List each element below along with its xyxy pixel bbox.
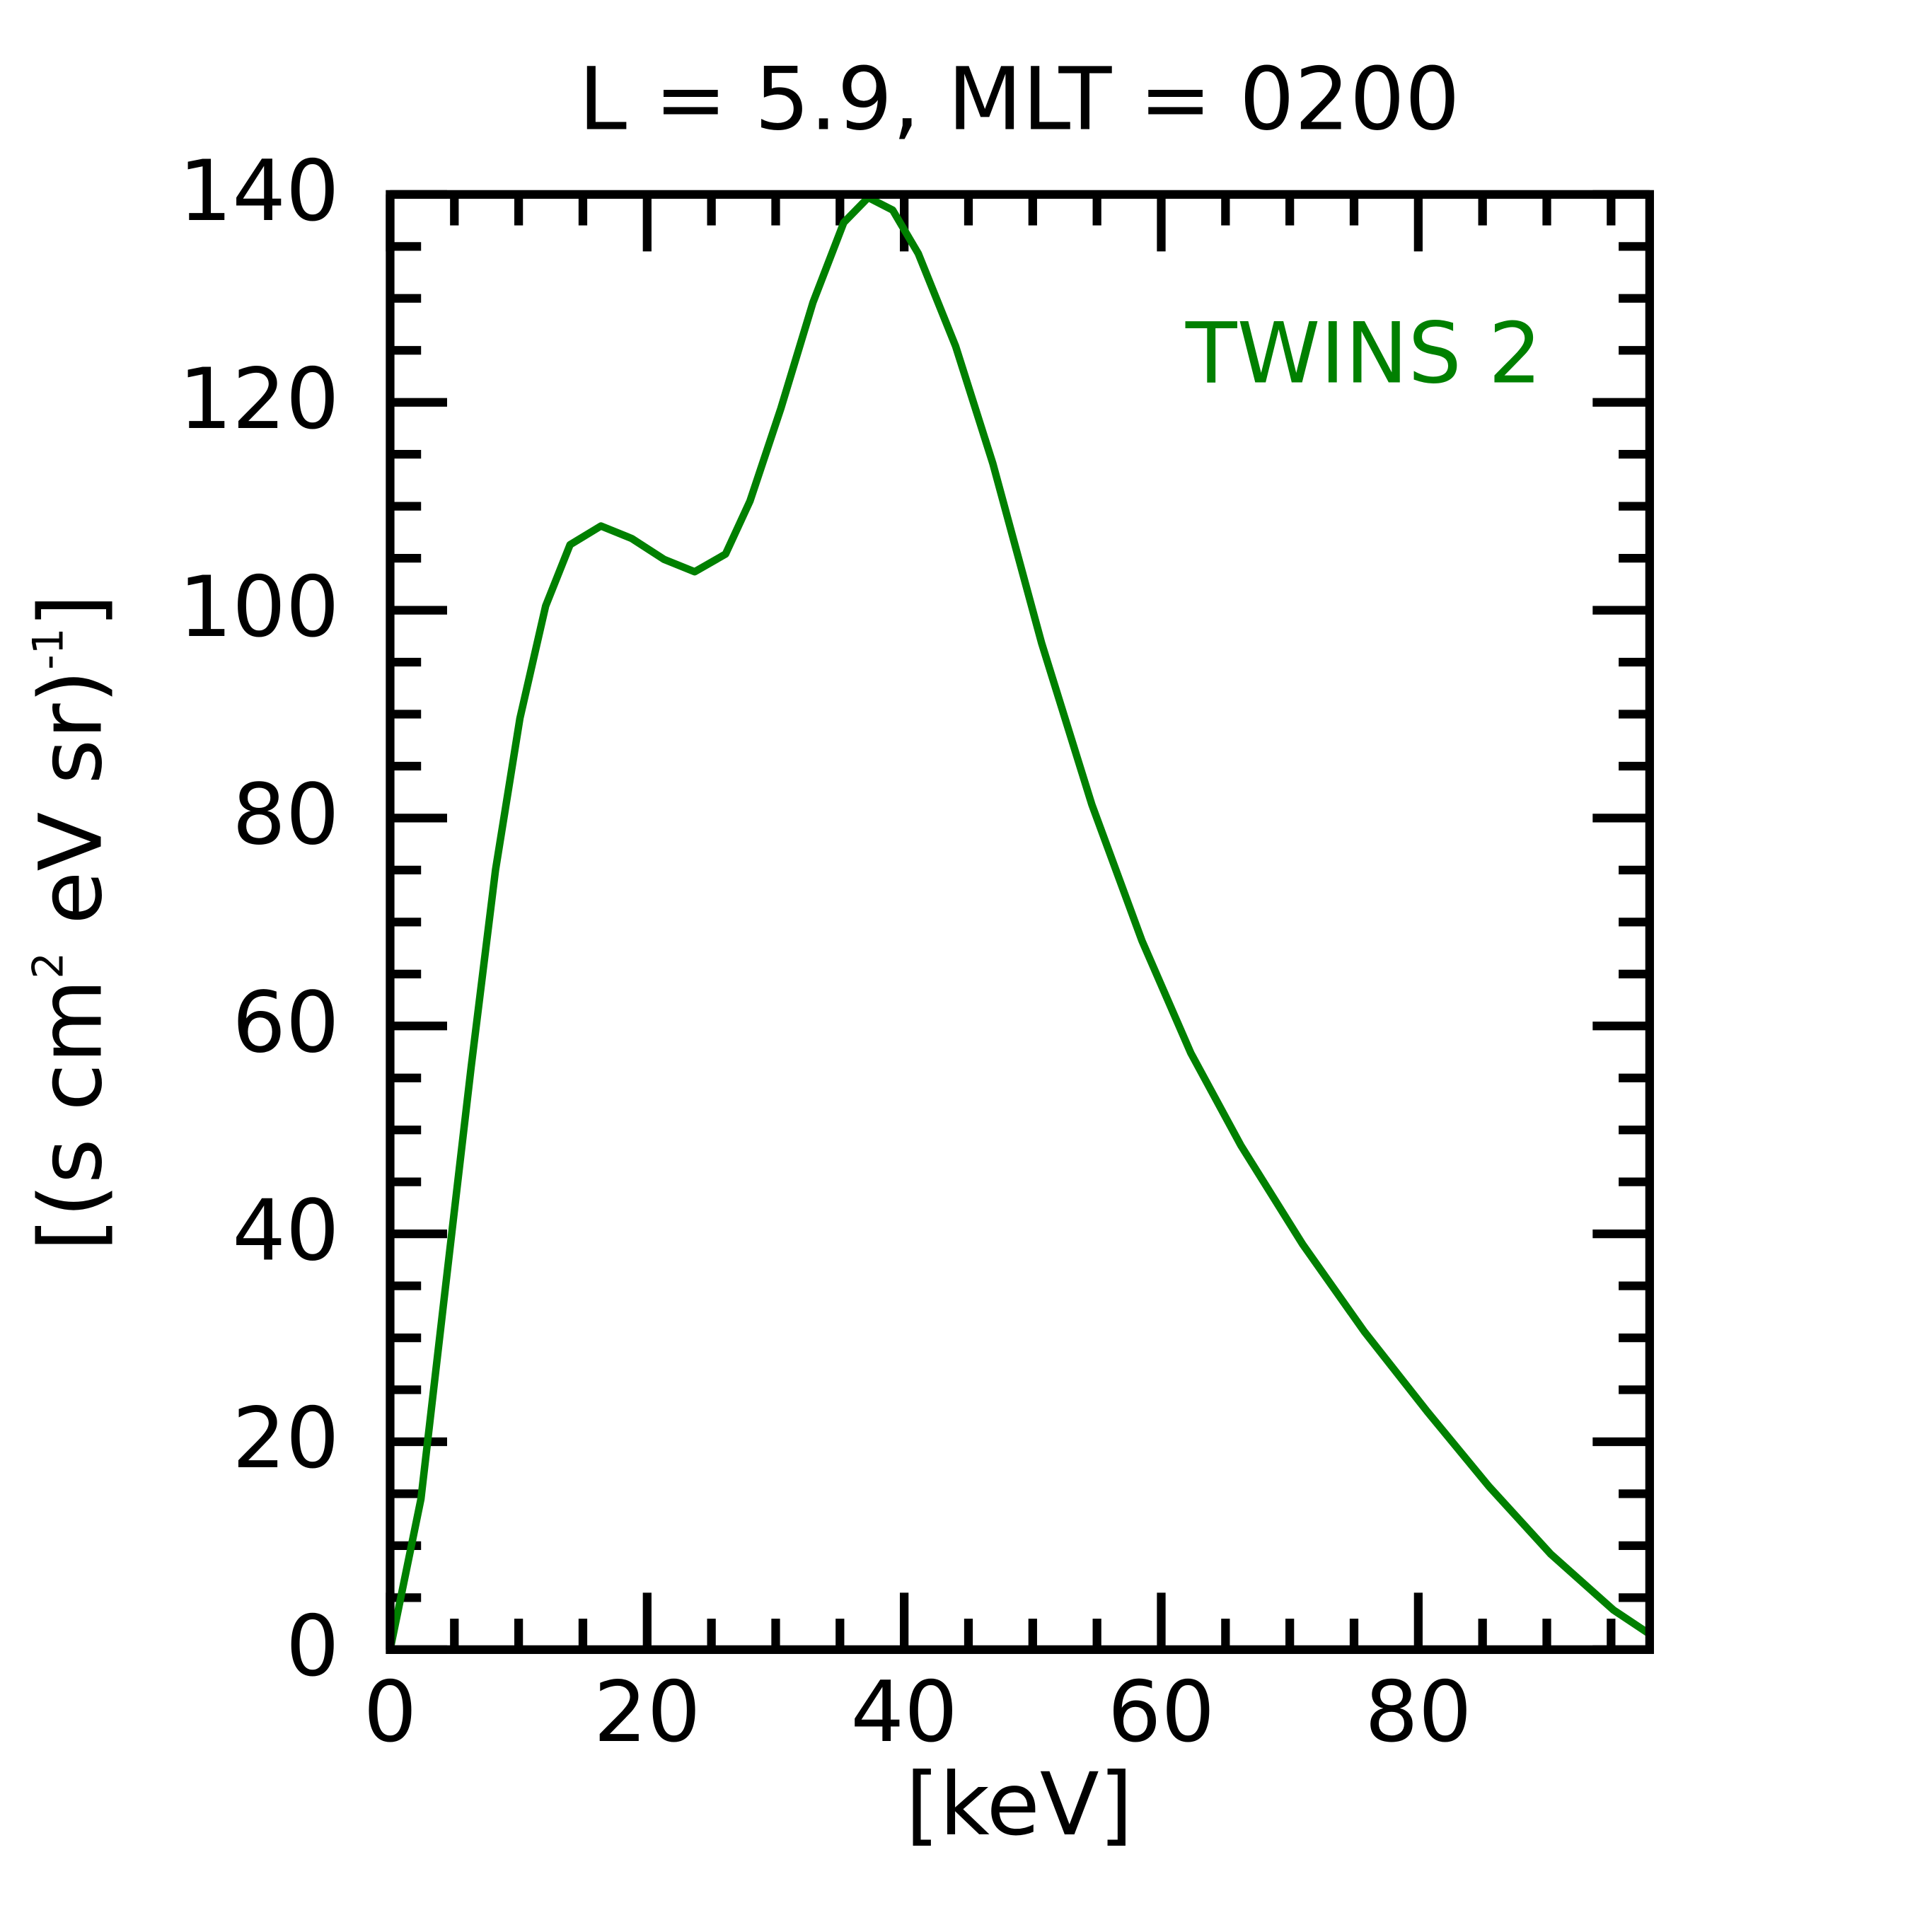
y-axis-label-part: [(s cm	[20, 979, 121, 1251]
y-axis-label-part: ]	[20, 594, 121, 628]
data-line	[386, 194, 1652, 1650]
y-axis-label-superscript: 2	[25, 952, 74, 979]
y-tick-label: 20	[232, 1390, 339, 1488]
x-tick-label: 20	[594, 1664, 700, 1762]
plot-area	[386, 190, 1654, 1654]
legend-label: TWINS 2	[1185, 305, 1542, 403]
y-tick-label: 100	[178, 559, 339, 656]
y-tick-label: 0	[286, 1598, 340, 1696]
axes-frame	[386, 190, 1654, 1654]
x-axis-label: [keV]	[906, 1754, 1133, 1855]
x-tick-label: 0	[364, 1664, 417, 1762]
y-axis-label-part: eV sr)	[20, 670, 121, 952]
chart-title: L = 5.9, MLT = 0200	[579, 48, 1460, 149]
y-tick-label: 40	[232, 1182, 339, 1280]
x-tick-label: 80	[1365, 1664, 1471, 1762]
y-tick-label: 120	[178, 351, 339, 449]
y-tick-label: 140	[178, 143, 339, 241]
y-axis-label: [(s cm2 eV sr)-1]	[20, 594, 121, 1251]
y-tick-label: 80	[232, 767, 339, 864]
y-axis-label-superscript: -1	[25, 627, 74, 669]
x-tick-label: 40	[850, 1664, 957, 1762]
y-tick-label: 60	[232, 974, 339, 1072]
x-tick-label: 60	[1108, 1664, 1215, 1762]
